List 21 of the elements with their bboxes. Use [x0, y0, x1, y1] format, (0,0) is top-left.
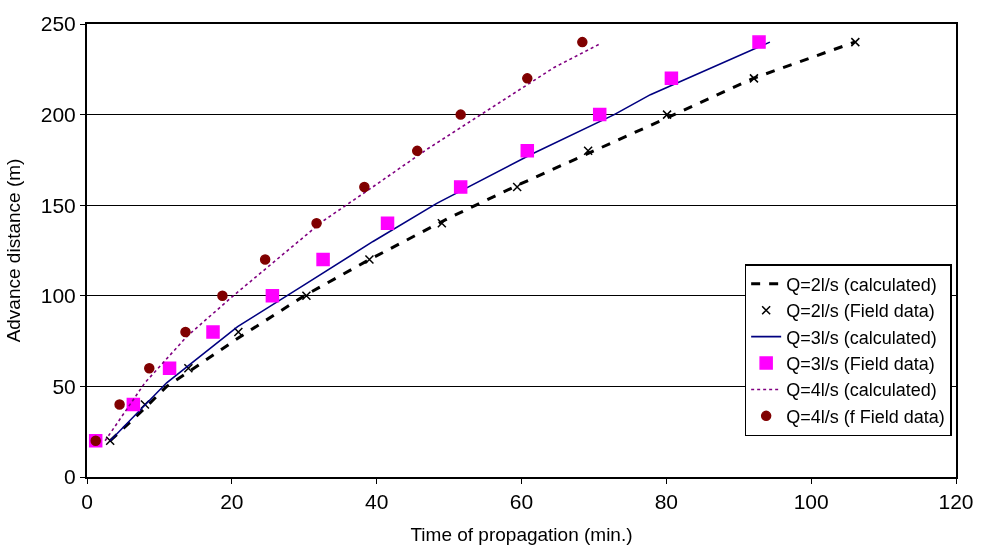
x-tick-label: 100 — [793, 490, 829, 514]
legend-label: Q=4l/s (calculated) — [786, 380, 937, 401]
legend-label: Q=4l/s (f Field data) — [786, 406, 945, 427]
x-tick-label: 60 — [509, 490, 534, 514]
x-axis-title: Time of propagation (min.) — [410, 523, 633, 545]
y-axis-title: Advance distance (m) — [3, 158, 25, 343]
x-tick-label: 20 — [220, 490, 244, 514]
legend-label: Q=2l/s (Field data) — [786, 301, 935, 322]
legend-label: Q=2l/s (calculated) — [786, 274, 937, 295]
y-tick-label: 250 — [40, 12, 76, 36]
x-tick-label: 80 — [654, 490, 679, 514]
legend-label: Q=3l/s (Field data) — [786, 354, 935, 375]
y-tick-label: 100 — [40, 284, 76, 308]
y-tick-label: 0 — [64, 465, 76, 489]
x-tick-label: 40 — [364, 490, 389, 514]
y-tick-label: 50 — [52, 374, 76, 398]
x-tick-label: 120 — [938, 490, 974, 514]
x-tick-label: 0 — [81, 490, 93, 514]
legend-label: Q=3l/s (calculated) — [786, 327, 937, 348]
y-tick-label: 150 — [40, 193, 76, 217]
y-tick-label: 200 — [40, 102, 76, 126]
